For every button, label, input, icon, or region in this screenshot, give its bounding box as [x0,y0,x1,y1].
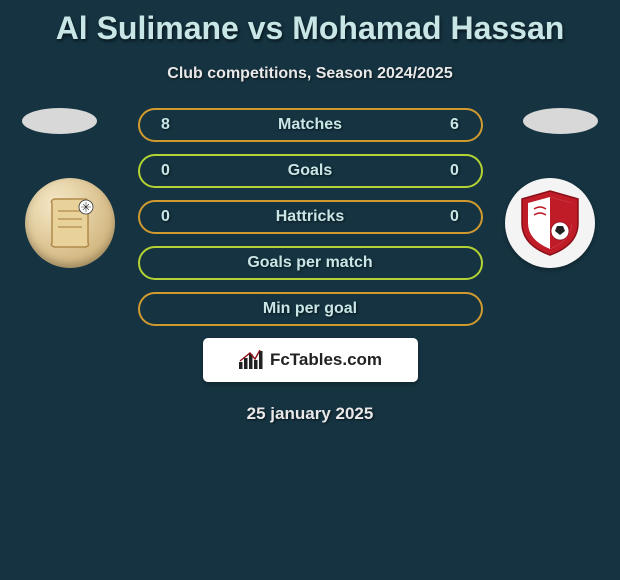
stat-label: Hattricks [178,208,443,226]
stat-row-goals: 0Goals0 [138,154,483,188]
date-label: 25 january 2025 [0,404,620,424]
player-right-marker [523,108,598,134]
stat-label: Goals [178,162,443,180]
stats-list: 8Matches60Goals00Hattricks0Goals per mat… [138,108,483,326]
stat-row-matches: 8Matches6 [138,108,483,142]
stat-row-goals_per_match: Goals per match [138,246,483,280]
shield-icon [514,187,586,259]
branding-text: FcTables.com [270,350,382,370]
stat-left-value: 0 [154,208,178,226]
stat-row-min_per_goal: Min per goal [138,292,483,326]
stat-label: Goals per match [178,254,443,272]
player-right-badge [505,178,595,268]
stat-right-value: 0 [443,162,467,180]
player-left-marker [22,108,97,134]
stat-label: Matches [178,116,443,134]
branding-box[interactable]: FcTables.com [203,338,418,382]
stat-row-hattricks: 0Hattricks0 [138,200,483,234]
stat-left-value: 0 [154,162,178,180]
stat-right-value: 6 [443,116,467,134]
stat-label: Min per goal [178,300,443,318]
player-left-badge [25,178,115,268]
stat-right-value: 0 [443,208,467,226]
scroll-icon [40,193,100,253]
stat-left-value: 8 [154,116,178,134]
page-title: Al Sulimane vs Mohamad Hassan [0,0,620,47]
bars-icon [238,350,264,370]
content-area: 8Matches60Goals00Hattricks0Goals per mat… [0,108,620,424]
subtitle: Club competitions, Season 2024/2025 [0,65,620,83]
